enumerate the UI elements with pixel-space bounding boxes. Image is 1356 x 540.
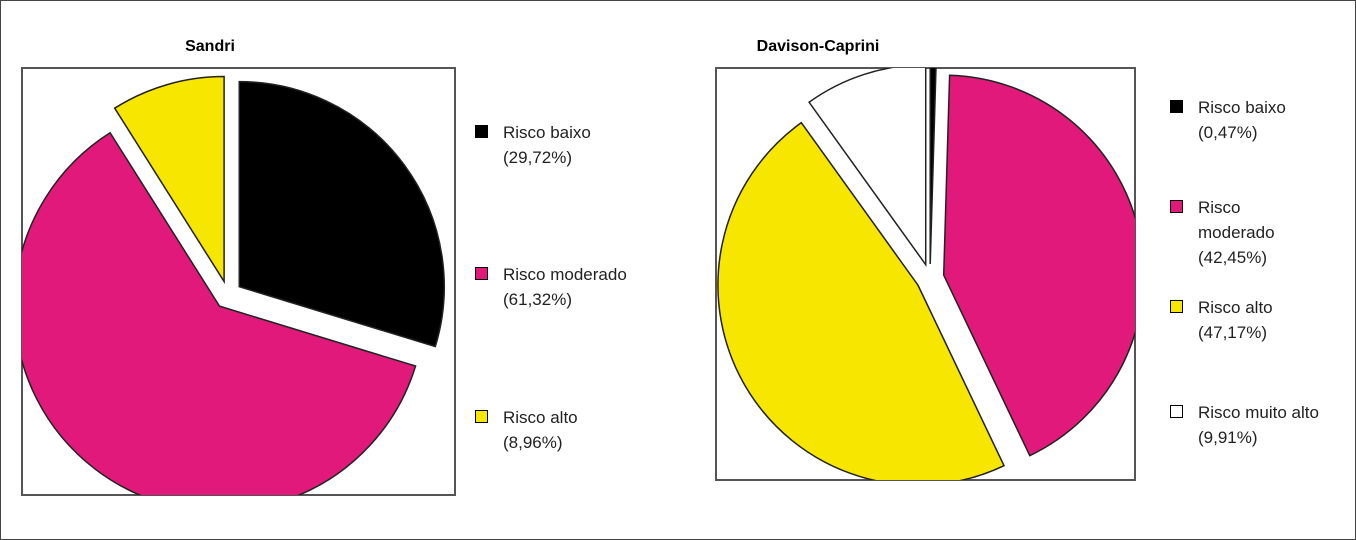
legend-label: Risco moderado: [1198, 198, 1275, 242]
legend-label: Risco alto: [1198, 298, 1273, 317]
value-label: (29,72%): [503, 148, 572, 167]
pie-slice: [929, 68, 937, 265]
value-label: (47,17%): [1198, 323, 1267, 342]
pie-slice: [717, 121, 1006, 480]
legend-text: Risco alto (47,17%): [1198, 295, 1320, 345]
legend-swatch: [475, 410, 488, 423]
legend-text: Risco moderado (61,32%): [503, 262, 695, 312]
value-label: (9,91%): [1198, 428, 1258, 447]
value-label: (8,96%): [503, 433, 563, 452]
legend-item: Risco moderado (61,32%): [475, 262, 695, 312]
legend-text: Risco muito alto (9,91%): [1198, 400, 1320, 450]
legend-swatch: [1170, 100, 1183, 113]
legend-label: Risco baixo: [1198, 98, 1286, 117]
legend-label: Risco muito alto: [1198, 403, 1319, 422]
legend-item: Risco moderado (42,45%): [1170, 195, 1320, 270]
pie-slice: [942, 74, 1135, 457]
legend-swatch: [475, 267, 488, 280]
legend-item: Risco baixo (0,47%): [1170, 95, 1320, 145]
pie: [22, 75, 445, 495]
legend-text: Risco baixo (29,72%): [503, 120, 695, 170]
legend-text: Risco alto (8,96%): [503, 405, 695, 455]
pie: [717, 68, 1135, 480]
legend-label: Risco moderado: [503, 265, 627, 284]
pie-slice: [22, 131, 417, 495]
legend-text: Risco baixo (0,47%): [1198, 95, 1320, 145]
legend-item: Risco baixo (29,72%): [475, 120, 695, 170]
legend-swatch: [1170, 300, 1183, 313]
legend-text: Risco moderado (42,45%): [1198, 195, 1320, 270]
legend-item: Risco alto (8,96%): [475, 405, 695, 455]
legend-item: Risco muito alto (9,91%): [1170, 400, 1320, 450]
legend-swatch: [1170, 200, 1183, 213]
value-label: (0,47%): [1198, 123, 1258, 142]
legend-label: Risco baixo: [503, 123, 591, 142]
chart-title: Davison-Caprini: [757, 38, 880, 55]
chart-title: Sandri: [185, 38, 235, 55]
value-label: (42,45%): [1198, 248, 1267, 267]
legend-swatch: [475, 125, 488, 138]
legend-item: Risco alto (47,17%): [1170, 295, 1320, 345]
legend-swatch: [1170, 405, 1183, 418]
legend-label: Risco alto: [503, 408, 578, 427]
pie-slice: [113, 75, 225, 285]
pie-slice: [238, 80, 445, 348]
value-label: (61,32%): [503, 290, 572, 309]
pie-slice: [808, 68, 927, 268]
